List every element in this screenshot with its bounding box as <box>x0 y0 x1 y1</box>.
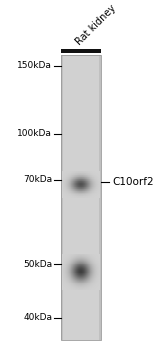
Text: Rat kidney: Rat kidney <box>74 3 118 47</box>
Text: 70kDa: 70kDa <box>23 175 52 184</box>
Text: C10orf2: C10orf2 <box>112 177 154 187</box>
Text: 40kDa: 40kDa <box>23 313 52 322</box>
Text: 100kDa: 100kDa <box>17 130 52 138</box>
Bar <box>61 55 101 340</box>
Text: 150kDa: 150kDa <box>17 61 52 70</box>
Text: 50kDa: 50kDa <box>23 260 52 269</box>
